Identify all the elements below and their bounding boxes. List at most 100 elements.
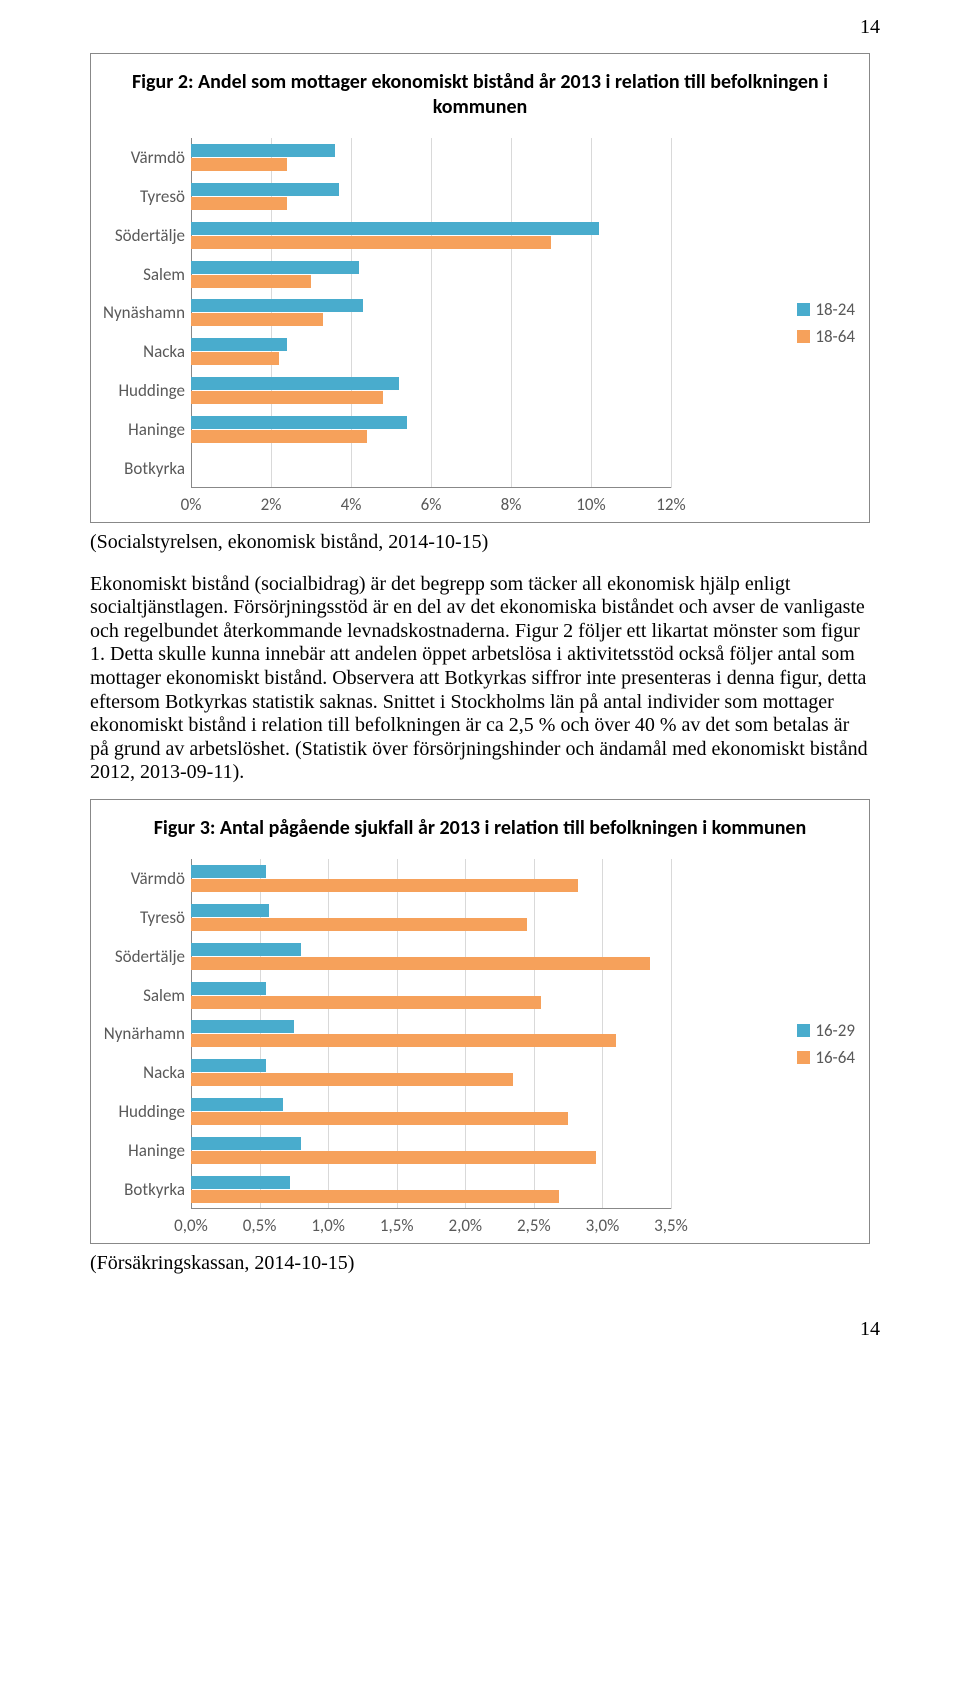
legend-item: 16-64 xyxy=(797,1047,855,1068)
category-row: Nynärhamn xyxy=(191,1014,671,1053)
legend-swatch xyxy=(797,1051,810,1064)
category-row: Tyresö xyxy=(191,898,671,937)
category-label: Värmdö xyxy=(131,868,191,889)
legend-item: 16-29 xyxy=(797,1020,855,1041)
bar xyxy=(191,957,650,970)
category-label: Salem xyxy=(143,264,191,285)
legend-label: 18-64 xyxy=(815,326,855,347)
figure-3-body: VärmdöTyresöSödertäljeSalemNynärhamnNack… xyxy=(91,859,869,1243)
category-label: Södertälje xyxy=(115,225,191,246)
bar xyxy=(191,377,399,390)
category-label: Tyresö xyxy=(140,186,191,207)
category-label: Haninge xyxy=(128,1140,191,1161)
bar xyxy=(191,1190,559,1203)
bar xyxy=(191,879,578,892)
bar-group xyxy=(191,410,407,449)
category-label: Haninge xyxy=(128,419,191,440)
bar xyxy=(191,430,367,443)
category-label: Botkyrka xyxy=(124,458,191,479)
x-tick-label: 1,5% xyxy=(380,1215,414,1236)
caption-figure-2: (Socialstyrelsen, ekonomisk bistånd, 201… xyxy=(90,531,870,555)
bar-group xyxy=(191,1014,616,1053)
bar xyxy=(191,1059,266,1072)
bar-group xyxy=(191,216,599,255)
bar xyxy=(191,299,363,312)
category-label: Tyresö xyxy=(140,907,191,928)
category-row: Salem xyxy=(191,255,671,294)
bar xyxy=(191,416,407,429)
category-row: Huddinge xyxy=(191,1092,671,1131)
bar-group xyxy=(191,1092,568,1131)
bar-group xyxy=(191,976,541,1015)
legend-swatch xyxy=(797,303,810,316)
category-row: Nacka xyxy=(191,1053,671,1092)
category-label: Värmdö xyxy=(131,147,191,168)
legend-swatch xyxy=(797,330,810,343)
x-tick-label: 10% xyxy=(576,494,605,515)
legend-label: 18-24 xyxy=(815,299,855,320)
figure-3-plot: VärmdöTyresöSödertäljeSalemNynärhamnNack… xyxy=(191,859,769,1235)
bar-group xyxy=(191,1131,596,1170)
figure-3-legend: 16-29 16-64 xyxy=(769,1020,863,1074)
bar xyxy=(191,1176,290,1189)
bar xyxy=(191,1034,616,1047)
bar xyxy=(191,158,287,171)
bar-group xyxy=(191,177,339,216)
x-tick-label: 3,0% xyxy=(586,1215,620,1236)
x-tick-label: 12% xyxy=(656,494,685,515)
figure-2: Figur 2: Andel som mottager ekonomiskt b… xyxy=(90,53,870,523)
category-label: Huddinge xyxy=(118,380,191,401)
bar xyxy=(191,996,541,1009)
bar-group xyxy=(191,138,335,177)
bar xyxy=(191,352,279,365)
category-row: Tyresö xyxy=(191,177,671,216)
bar-group xyxy=(191,294,363,333)
bar xyxy=(191,865,266,878)
legend-swatch xyxy=(797,1024,810,1037)
bar-group xyxy=(191,332,287,371)
category-row: Värmdö xyxy=(191,859,671,898)
category-row: Nacka xyxy=(191,332,671,371)
bar xyxy=(191,391,383,404)
bar xyxy=(191,338,287,351)
bar xyxy=(191,261,359,274)
bar xyxy=(191,144,335,157)
figure-2-body: VärmdöTyresöSödertäljeSalemNynäshamnNack… xyxy=(91,138,869,522)
x-tick-label: 2,5% xyxy=(517,1215,551,1236)
bar xyxy=(191,236,551,249)
x-tick-label: 2,0% xyxy=(448,1215,482,1236)
legend-label: 16-64 xyxy=(815,1047,855,1068)
bar-group xyxy=(191,371,399,410)
category-row: Haninge xyxy=(191,410,671,449)
bar xyxy=(191,1098,283,1111)
page-number-top: 14 xyxy=(0,0,960,39)
bar-group xyxy=(191,1170,559,1209)
category-label: Nacka xyxy=(143,1062,191,1083)
page-number-bottom: 14 xyxy=(0,1288,960,1361)
category-label: Södertälje xyxy=(115,946,191,967)
bar xyxy=(191,1020,294,1033)
bar xyxy=(191,982,266,995)
category-row: Huddinge xyxy=(191,371,671,410)
legend-item: 18-64 xyxy=(797,326,855,347)
category-label: Nynärhamn xyxy=(104,1023,191,1044)
x-tick-label: 4% xyxy=(341,494,362,515)
legend-item: 18-24 xyxy=(797,299,855,320)
x-tick-label: 8% xyxy=(501,494,522,515)
category-row: Botkyrka xyxy=(191,449,671,488)
bar-group xyxy=(191,1053,513,1092)
category-label: Nacka xyxy=(143,341,191,362)
figure-3-title: Figur 3: Antal pågående sjukfall år 2013… xyxy=(91,800,869,859)
x-tick-label: 2% xyxy=(261,494,282,515)
category-row: Botkyrka xyxy=(191,1170,671,1209)
x-tick-label: 3,5% xyxy=(654,1215,688,1236)
bar xyxy=(191,222,599,235)
x-tick-label: 0,5% xyxy=(243,1215,277,1236)
category-row: Haninge xyxy=(191,1131,671,1170)
caption-figure-3: (Försäkringskassan, 2014-10-15) xyxy=(90,1252,870,1276)
category-row: Södertälje xyxy=(191,937,671,976)
bar xyxy=(191,197,287,210)
bar xyxy=(191,275,311,288)
bar xyxy=(191,1073,513,1086)
figure-2-legend: 18-24 18-64 xyxy=(769,299,863,353)
